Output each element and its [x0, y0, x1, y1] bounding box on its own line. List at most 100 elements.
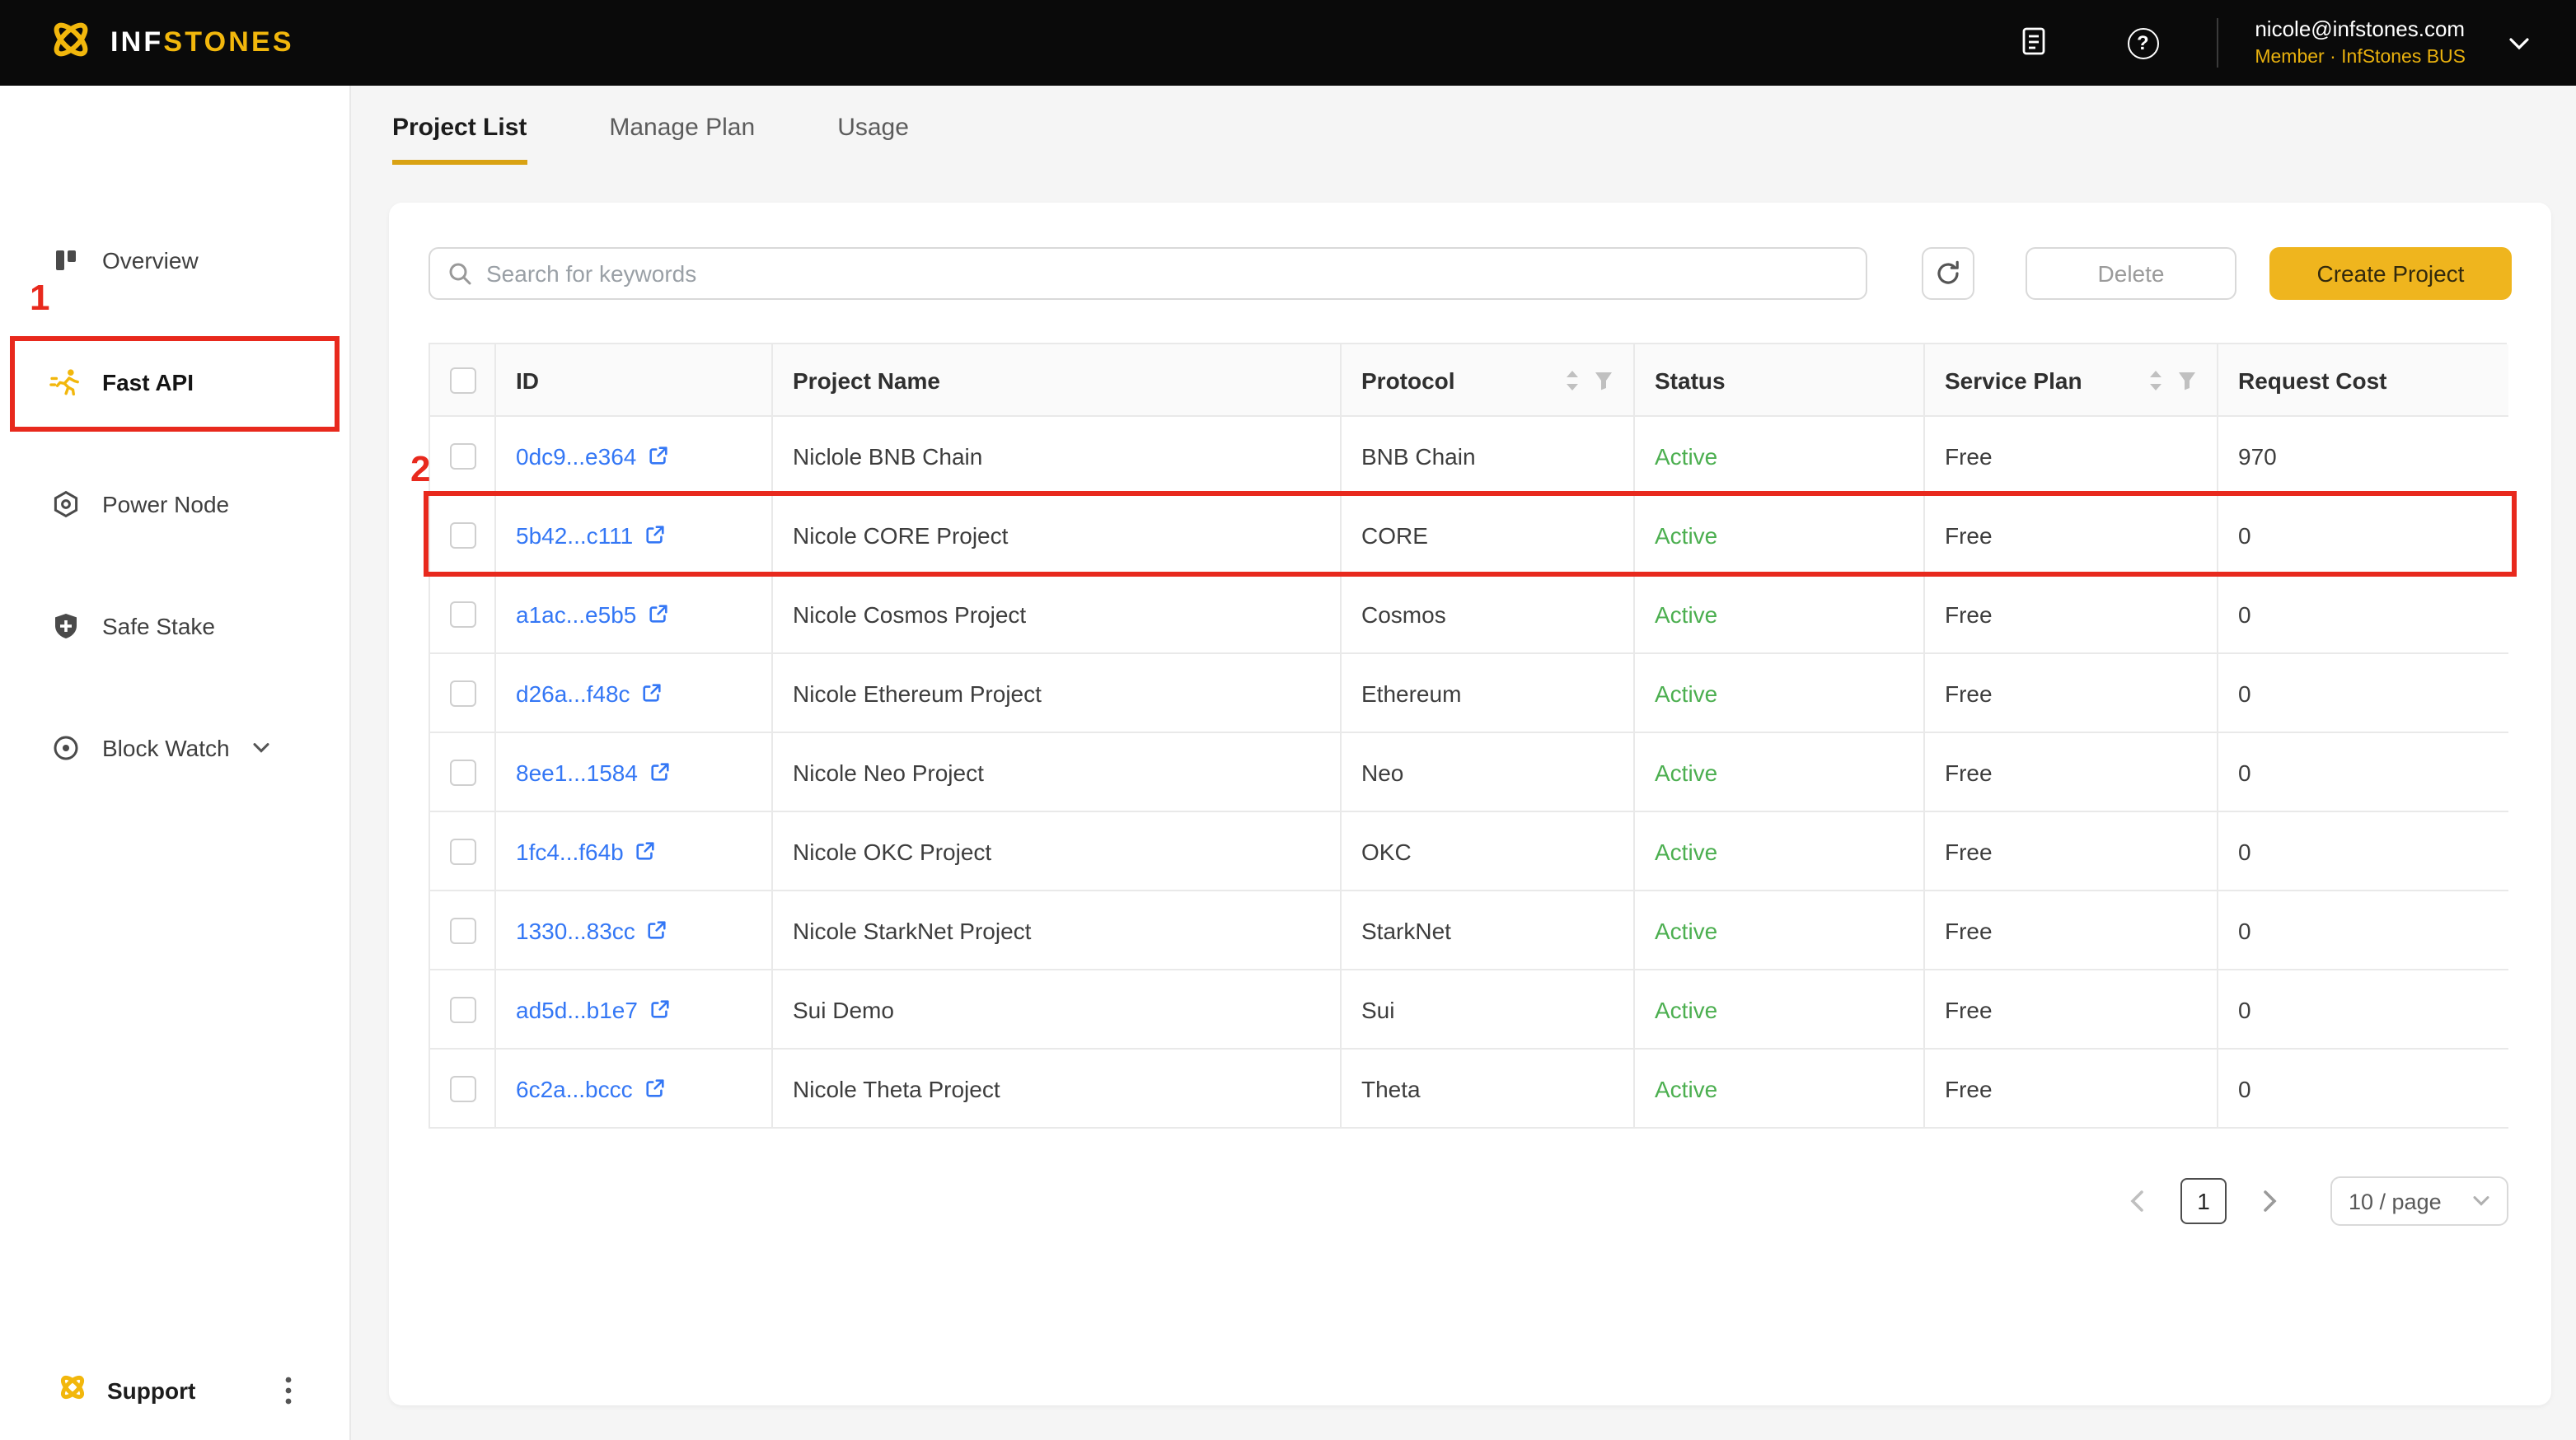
row-checkbox-cell — [430, 891, 496, 970]
topbar: INFSTONES ? nicole@infstones.com Member … — [0, 0, 2576, 86]
project-id-link[interactable]: 5b42...c111 — [516, 521, 634, 548]
table-row[interactable]: 1fc4...f64b Nicole OKC Project OKC Activ… — [430, 812, 2508, 891]
protocol-cell: OKC — [1342, 812, 1635, 891]
project-id-link[interactable]: a1ac...e5b5 — [516, 601, 637, 627]
row-checkbox[interactable] — [449, 521, 475, 548]
sidebar-item-label: Overview — [102, 247, 199, 274]
chevron-down-icon — [253, 741, 271, 755]
row-checkbox[interactable] — [449, 759, 475, 785]
table-header: ID Project Name Protocol Status Service … — [430, 344, 2508, 417]
project-name-cell: Nicole OKC Project — [773, 812, 1342, 891]
request-cost-cell: 970 — [2218, 417, 2508, 496]
protocol-cell: BNB Chain — [1342, 417, 1635, 496]
brand-wordmark: INFSTONES — [110, 26, 294, 58]
service-plan-cell: Free — [1925, 575, 2218, 654]
select-all-checkbox[interactable] — [449, 367, 475, 393]
project-id-cell: ad5d...b1e7 — [496, 970, 773, 1050]
search-input[interactable] — [429, 247, 1867, 300]
external-link-icon[interactable] — [648, 603, 669, 624]
project-name-cell: Nicole Ethereum Project — [773, 654, 1342, 733]
tab-manage-plan[interactable]: Manage Plan — [609, 114, 756, 142]
filter-icon[interactable] — [2177, 370, 2197, 390]
brand-home-link[interactable]: INFSTONES — [46, 14, 294, 72]
more-options-icon[interactable] — [285, 1376, 292, 1405]
external-link-icon[interactable] — [644, 1078, 666, 1099]
column-header-protocol: Protocol — [1361, 367, 1455, 393]
row-checkbox[interactable] — [449, 1075, 475, 1101]
page-number-1[interactable]: 1 — [2180, 1178, 2227, 1224]
project-id-link[interactable]: 1fc4...f64b — [516, 838, 624, 864]
service-plan-cell: Free — [1925, 812, 2218, 891]
external-link-icon[interactable] — [649, 761, 671, 783]
column-header-status: Status — [1655, 367, 1726, 393]
project-id-link[interactable]: 6c2a...bccc — [516, 1075, 633, 1101]
service-plan-cell: Free — [1925, 1050, 2218, 1129]
page-size-value: 10 / page — [2349, 1189, 2442, 1213]
column-header-project-name: Project Name — [793, 367, 940, 393]
table-row[interactable]: a1ac...e5b5 Nicole Cosmos Project Cosmos… — [430, 575, 2508, 654]
project-name-cell: Nicole StarkNet Project — [773, 891, 1342, 970]
external-link-icon[interactable] — [635, 840, 657, 862]
project-id-link[interactable]: ad5d...b1e7 — [516, 996, 638, 1022]
service-plan-cell: Free — [1925, 417, 2218, 496]
sidebar-item-label: Safe Stake — [102, 613, 215, 639]
table-row[interactable]: 1330...83cc Nicole StarkNet Project Star… — [430, 891, 2508, 970]
sidebar-item-power-node[interactable]: Power Node — [0, 468, 349, 540]
filter-icon[interactable] — [1594, 370, 1614, 390]
sidebar-item-block-watch[interactable]: Block Watch — [0, 712, 349, 784]
table-row[interactable]: 5b42...c111 Nicole CORE Project CORE Act… — [430, 496, 2508, 575]
sidebar-nav: Overview Fast API — [0, 86, 349, 784]
protocol-cell: StarkNet — [1342, 891, 1635, 970]
search-wrap — [429, 247, 1867, 300]
row-checkbox[interactable] — [449, 996, 475, 1022]
sort-icon[interactable] — [1564, 368, 1581, 391]
sidebar-item-fast-api[interactable]: Fast API — [0, 346, 349, 418]
support-link[interactable]: Support — [107, 1377, 196, 1404]
project-name-cell: Sui Demo — [773, 970, 1342, 1050]
row-checkbox[interactable] — [449, 917, 475, 943]
row-checkbox[interactable] — [449, 680, 475, 706]
tab-project-list[interactable]: Project List — [392, 114, 527, 165]
previous-page-button[interactable] — [2129, 1190, 2144, 1213]
column-header-request-cost: Request Cost — [2238, 367, 2387, 393]
project-id-link[interactable]: 8ee1...1584 — [516, 759, 638, 785]
row-checkbox[interactable] — [449, 601, 475, 627]
project-id-cell: 0dc9...e364 — [496, 417, 773, 496]
sort-icon[interactable] — [2147, 368, 2164, 391]
protocol-cell: Sui — [1342, 970, 1635, 1050]
request-cost-cell: 0 — [2218, 496, 2508, 575]
table-body: 0dc9...e364 Niclole BNB Chain BNB Chain … — [430, 417, 2508, 1129]
project-id-link[interactable]: 1330...83cc — [516, 917, 635, 943]
project-id-link[interactable]: d26a...f48c — [516, 680, 630, 706]
refresh-button[interactable] — [1922, 247, 1974, 300]
help-button[interactable]: ? — [2121, 21, 2164, 64]
chevron-down-icon — [2473, 1196, 2489, 1206]
docs-button[interactable] — [2012, 21, 2055, 64]
create-project-button[interactable]: Create Project — [2269, 247, 2512, 300]
tab-usage[interactable]: Usage — [837, 114, 909, 142]
sidebar-item-overview[interactable]: Overview — [0, 224, 349, 297]
service-plan-cell: Free — [1925, 733, 2218, 812]
table-row[interactable]: 8ee1...1584 Nicole Neo Project Neo Activ… — [430, 733, 2508, 812]
table-row[interactable]: 6c2a...bccc Nicole Theta Project Theta A… — [430, 1050, 2508, 1129]
external-link-icon[interactable] — [647, 919, 668, 941]
row-checkbox[interactable] — [449, 838, 475, 864]
project-name-cell: Nicole CORE Project — [773, 496, 1342, 575]
sidebar-item-safe-stake[interactable]: Safe Stake — [0, 590, 349, 662]
delete-button[interactable]: Delete — [2026, 247, 2236, 300]
topbar-divider — [2217, 18, 2219, 68]
external-link-icon[interactable] — [648, 445, 669, 466]
table-row[interactable]: d26a...f48c Nicole Ethereum Project Ethe… — [430, 654, 2508, 733]
table-row[interactable]: 0dc9...e364 Niclole BNB Chain BNB Chain … — [430, 417, 2508, 496]
external-link-icon[interactable] — [642, 682, 663, 704]
projects-table: ID Project Name Protocol Status Service … — [429, 343, 2508, 1129]
project-id-link[interactable]: 0dc9...e364 — [516, 442, 637, 469]
user-menu[interactable]: nicole@infstones.com Member · InfStones … — [2255, 16, 2530, 69]
table-row[interactable]: ad5d...b1e7 Sui Demo Sui Active Free 0 — [430, 970, 2508, 1050]
next-page-button[interactable] — [2263, 1190, 2278, 1213]
row-checkbox-cell — [430, 812, 496, 891]
row-checkbox[interactable] — [449, 442, 475, 469]
page-size-select[interactable]: 10 / page — [2330, 1176, 2508, 1226]
external-link-icon[interactable] — [649, 998, 671, 1020]
external-link-icon[interactable] — [644, 524, 666, 545]
